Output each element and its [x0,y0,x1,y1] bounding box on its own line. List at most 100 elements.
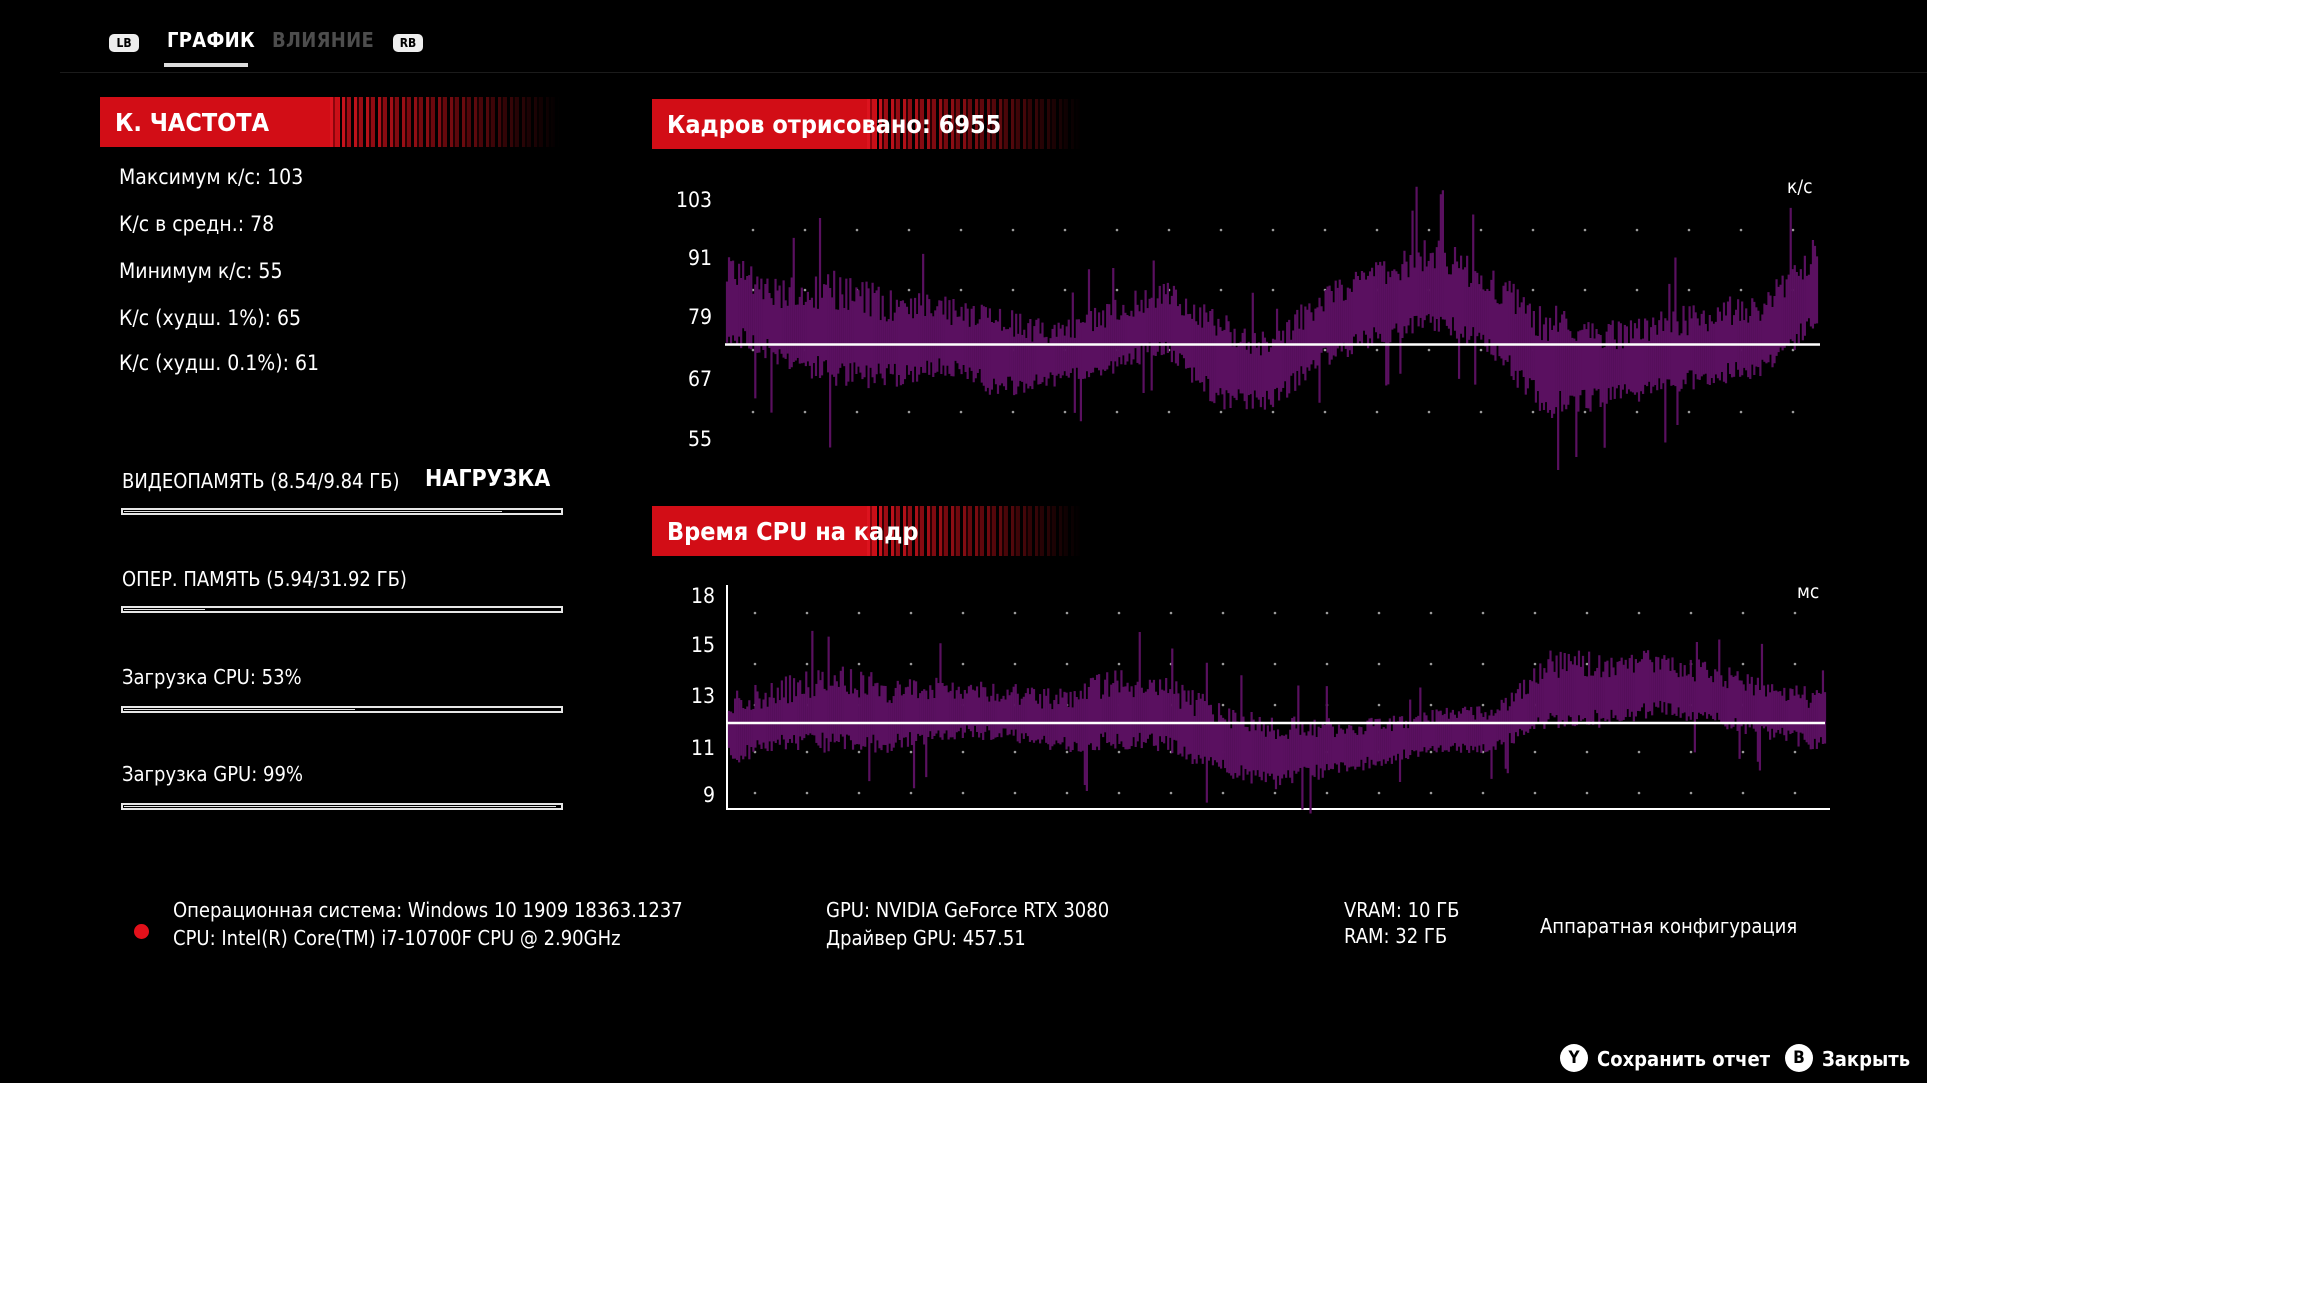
gpu-info: GPU: NVIDIA GeForce RTX 3080 [826,898,1110,922]
grid-dot [1221,611,1225,615]
grid-dot [1219,410,1223,414]
grid-dot [1169,791,1173,795]
vram-usage-label: ВИДЕОПАМЯТЬ (8.54/9.84 ГБ) [122,469,400,493]
grid-dot [1221,703,1225,707]
grid-dot [1429,703,1433,707]
grid-dot [907,228,911,232]
grid-dot [907,288,911,292]
grid-dot [1429,791,1433,795]
grid-dot [1375,228,1379,232]
grid-dot [1687,410,1691,414]
gpu-load-bar [121,803,563,810]
os-info: Операционная система: Windows 10 1909 18… [173,898,683,922]
tab-impact[interactable]: ВЛИЯНИЕ [272,28,375,52]
grid-dot [1793,791,1797,795]
grid-dot [1481,611,1485,615]
grid-dot [1479,228,1483,232]
grid-dot [1429,750,1433,754]
grid-dot [1323,410,1327,414]
grid-dot [1169,611,1173,615]
stat-low01-fps: К/с (худш. 0.1%): 61 [119,351,320,375]
cpu-load-bar [121,706,563,713]
grid-dot [1533,791,1537,795]
grid-dot [1741,662,1745,666]
grid-dot [959,228,963,232]
cpu-chart-plot [726,585,1830,814]
grid-dot [751,410,755,414]
grid-dot [1377,791,1381,795]
cpu-chart-title: Время CPU на кадр [667,517,919,546]
grid-dot [1635,288,1639,292]
b-button-icon[interactable]: B [1785,1044,1813,1072]
grid-dot [805,750,809,754]
grid-dot [1063,410,1067,414]
grid-dot [909,662,913,666]
grid-dot [1429,662,1433,666]
cpu-y-tick-18: 18 [690,584,715,608]
frames-chart-title: Кадров отрисовано: 6955 [667,110,1002,139]
status-dot-icon [134,924,149,939]
grid-dot [1531,410,1535,414]
grid-dot [1219,228,1223,232]
grid-dot [1115,228,1119,232]
grid-dot [1533,611,1537,615]
grid-dot [1741,611,1745,615]
grid-dot [1531,288,1535,292]
grid-dot [803,410,807,414]
grid-dot [1013,611,1017,615]
grid-dot [1583,288,1587,292]
grid-dot [1323,228,1327,232]
grid-dot [857,611,861,615]
rb-button-icon[interactable]: RB [393,34,423,52]
grid-dot [753,662,757,666]
y-button-icon[interactable]: Y [1560,1044,1588,1072]
stat-max-fps: Максимум к/с: 103 [119,165,304,189]
fps-y-tick-79: 79 [687,305,712,329]
grid-dot [1065,662,1069,666]
cpu-y-tick-15: 15 [690,633,715,657]
grid-dot [1167,410,1171,414]
stat-avg-fps: К/с в средн.: 78 [119,212,275,236]
vram-info: VRAM: 10 ГБ [1344,898,1460,922]
grid-dot [1325,791,1329,795]
grid-dot [1793,750,1797,754]
grid-dot [961,791,965,795]
grid-dot [1791,410,1795,414]
report-screen: LB ГРАФИК ВЛИЯНИЕ RB К. ЧАСТОТА Максимум… [0,0,1927,1083]
grid-dot [1585,791,1589,795]
grid-dot [751,348,755,352]
grid-dot [1637,750,1641,754]
grid-dot [1219,288,1223,292]
grid-dot [1739,288,1743,292]
grid-dot [1011,410,1015,414]
tab-graph[interactable]: ГРАФИК [167,28,255,52]
grid-dot [1481,703,1485,707]
grid-dot [1375,348,1379,352]
grid-dot [803,228,807,232]
ram-usage-label: ОПЕР. ПАМЯТЬ (5.94/31.92 ГБ) [122,567,407,591]
grid-dot [857,791,861,795]
grid-dot [1533,750,1537,754]
cpu-y-tick-11: 11 [690,736,715,760]
grid-dot [1791,348,1795,352]
cpu-y-tick-9: 9 [702,783,715,807]
cpu-info: CPU: Intel(R) Core(TM) i7-10700F CPU @ 2… [173,926,621,950]
lb-button-icon[interactable]: LB [109,34,139,52]
grid-dot [805,611,809,615]
fps-chart-plot [725,186,1820,470]
hardware-config-label: Аппаратная конфигурация [1540,914,1798,938]
grid-dot [1689,611,1693,615]
stat-min-fps: Минимум к/с: 55 [119,259,283,283]
fps-section-header: К. ЧАСТОТА [100,97,560,147]
fps-y-tick-55: 55 [687,427,712,451]
close-button[interactable]: Закрыть [1822,1047,1911,1071]
grid-dot [1531,228,1535,232]
grid-dot [857,750,861,754]
grid-dot [907,410,911,414]
grid-dot [1325,611,1329,615]
save-report-button[interactable]: Сохранить отчет [1597,1047,1771,1071]
cpu-y-tick-13: 13 [690,684,715,708]
grid-dot [1271,410,1275,414]
grid-dot [805,791,809,795]
active-tab-indicator [164,63,248,67]
